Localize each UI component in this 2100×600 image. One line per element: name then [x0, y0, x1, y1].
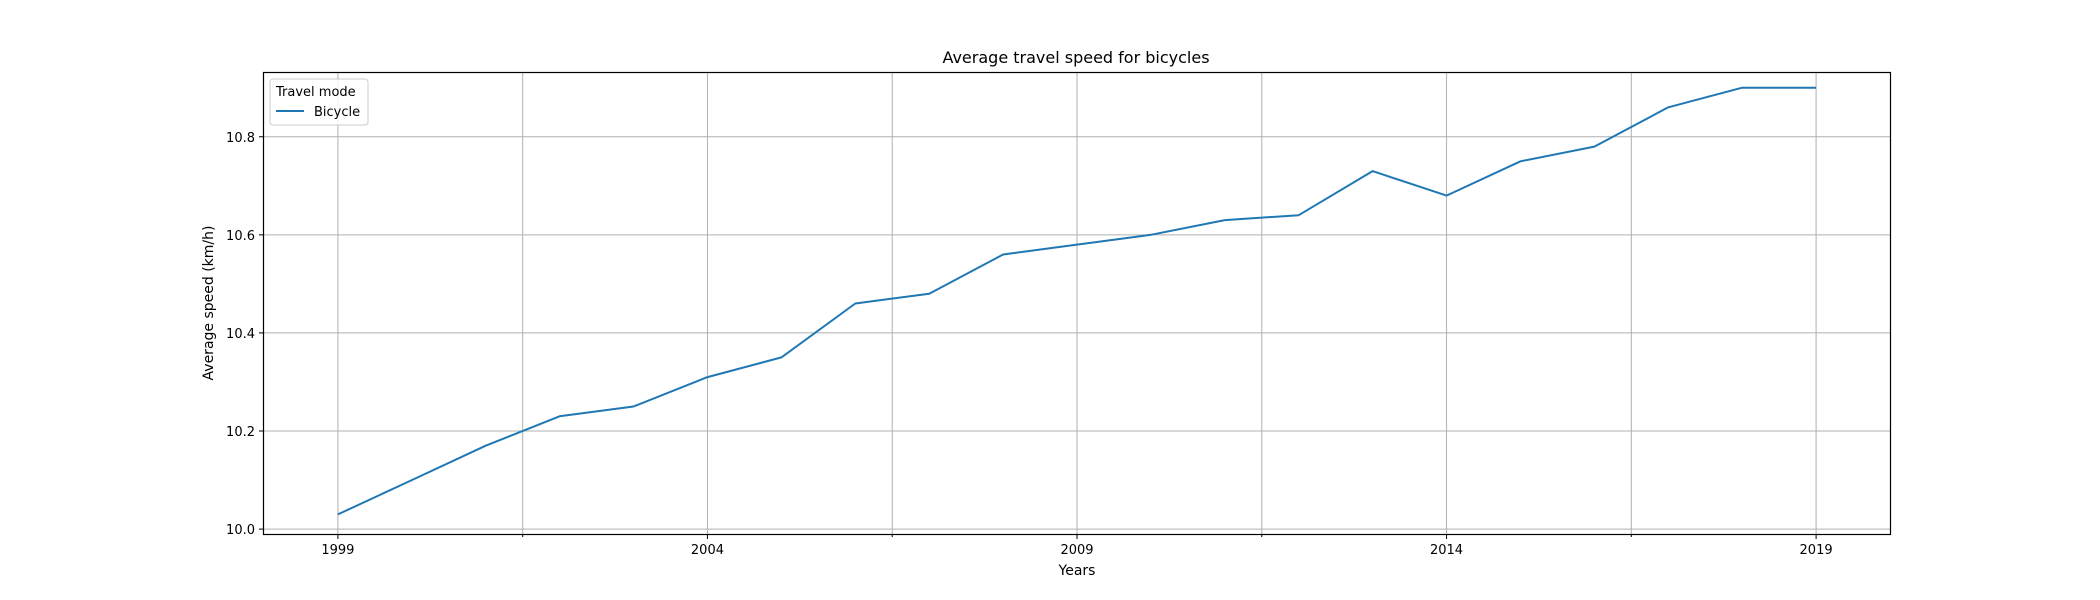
x-tick-label: 2019 — [1800, 543, 1833, 558]
axes: 1999 2004 2009 2014 2019 10.0 10.2 10.4 10.6 10.8 — [226, 131, 1833, 558]
y-axis-label: Average speed (km/h) — [201, 226, 217, 381]
legend: Travel mode Bicycle — [269, 78, 369, 126]
legend-label-bicycle: Bicycle — [314, 105, 360, 120]
x-tick-label: 1999 — [321, 543, 354, 558]
series-layer — [337, 86, 1817, 516]
y-tick-label: 10.6 — [226, 229, 255, 244]
x-tick-label: 2004 — [691, 543, 724, 558]
y-tick-label: 10.4 — [226, 327, 255, 342]
y-tick-label: 10.8 — [226, 131, 255, 146]
x-tick-label: 2014 — [1430, 543, 1463, 558]
x-tick-label: 2009 — [1060, 543, 1093, 558]
series-line-bicycle — [337, 86, 1817, 516]
grid-lines — [264, 73, 1890, 534]
legend-title: Travel mode — [275, 85, 356, 100]
legend-box — [269, 78, 369, 126]
y-tick-label: 10.2 — [226, 425, 255, 440]
x-axis-label: Years — [1058, 563, 1096, 579]
y-tick-label: 10.0 — [226, 523, 255, 538]
chart-title: Average travel speed for bicycles — [942, 48, 1209, 67]
